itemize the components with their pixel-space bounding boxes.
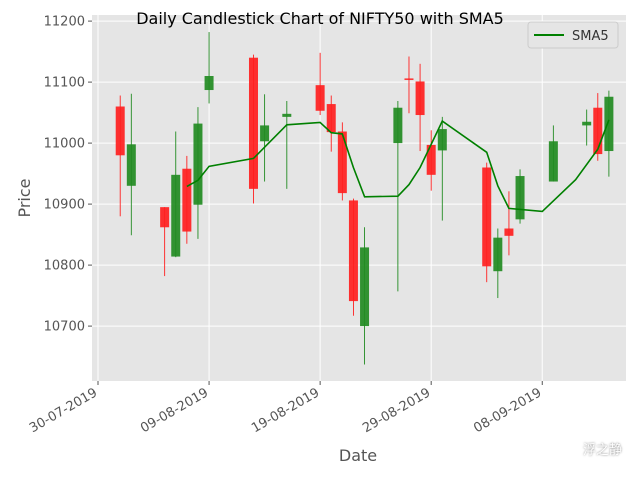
candle-down [326, 95, 336, 152]
watermark-text: 浮之静 [582, 443, 622, 458]
candle-down [315, 52, 325, 116]
sma5-line [186, 119, 610, 213]
x-ticks: 30-07-2019 09-08-2019 19-08-2019 29-08-2019… [27, 381, 544, 436]
candle-down [348, 198, 358, 316]
candle-down [415, 63, 425, 152]
x-tick-label: 29-08-2019 [360, 385, 433, 436]
candle-body [404, 78, 414, 80]
y-axis-title: Price [15, 178, 34, 217]
x-tick-label: 19-08-2019 [249, 385, 322, 436]
candle-body [437, 129, 447, 151]
x-axis-title: Date [339, 446, 377, 465]
candle-body [315, 85, 325, 111]
y-tick-label: 10700 [44, 320, 85, 335]
candle-body [326, 104, 336, 133]
wechat-icon [555, 441, 576, 456]
candle-body [204, 76, 214, 91]
candle-body [493, 237, 503, 272]
watermark: 浮之静 [555, 439, 622, 458]
candle-up [582, 109, 592, 146]
y-tick-label: 11200 [44, 15, 85, 30]
y-ticks: 10700 10800 10900 11000 11100 11200 [44, 15, 92, 335]
x-tick-label: 08-09-2019 [471, 385, 544, 436]
candle-body [348, 200, 358, 302]
y-tick-label: 11000 [44, 137, 85, 152]
candle-up [493, 228, 503, 299]
candle-body [171, 174, 181, 257]
candle-up [604, 90, 614, 177]
candle-up [437, 116, 447, 221]
candle-up [260, 94, 270, 182]
candle-body [426, 144, 436, 175]
candle-up [515, 169, 525, 224]
legend-box [527, 21, 619, 49]
plot-area [92, 15, 626, 381]
candle-body [604, 96, 614, 152]
candle-down [504, 191, 514, 256]
candles [115, 32, 614, 365]
candle-body [582, 121, 592, 126]
x-tick-label: 09-08-2019 [138, 385, 211, 436]
candle-body [182, 168, 192, 232]
candle-up [360, 227, 370, 365]
candle-body [360, 247, 370, 327]
candle-up [548, 125, 558, 182]
candle-body [248, 57, 258, 189]
candle-body [593, 107, 603, 155]
candle-up [193, 107, 203, 239]
candle-body [393, 107, 403, 144]
candle-body [515, 176, 525, 220]
legend-sma5-label: SMA5 [572, 29, 609, 44]
candle-down [115, 95, 125, 217]
y-tick-label: 10800 [44, 259, 85, 274]
candle-body [282, 113, 292, 117]
candle-down [426, 130, 436, 191]
candle-body [115, 106, 125, 156]
candle-body [260, 125, 270, 142]
chart-title: Daily Candlestick Chart of NIFTY50 with … [136, 9, 504, 28]
y-tick-label: 10900 [44, 198, 85, 213]
candle-body [126, 144, 136, 186]
candle-down [404, 56, 414, 114]
candle-body [504, 228, 514, 236]
candle-body [337, 131, 347, 194]
candle-body [160, 207, 170, 228]
candle-body [548, 141, 558, 182]
candle-up [126, 93, 136, 236]
candle-up [204, 32, 214, 104]
x-tick-label: 30-07-2019 [27, 385, 100, 436]
candle-down [248, 54, 258, 204]
legend: SMA5 [527, 21, 619, 49]
candle-down [482, 162, 492, 283]
candle-down [160, 207, 170, 277]
candle-body [415, 81, 425, 116]
candle-body [193, 123, 203, 205]
candle-body [482, 167, 492, 267]
candle-up [282, 101, 292, 189]
candle-up [171, 131, 181, 258]
y-tick-label: 11100 [44, 76, 85, 91]
candle-down [182, 155, 192, 244]
